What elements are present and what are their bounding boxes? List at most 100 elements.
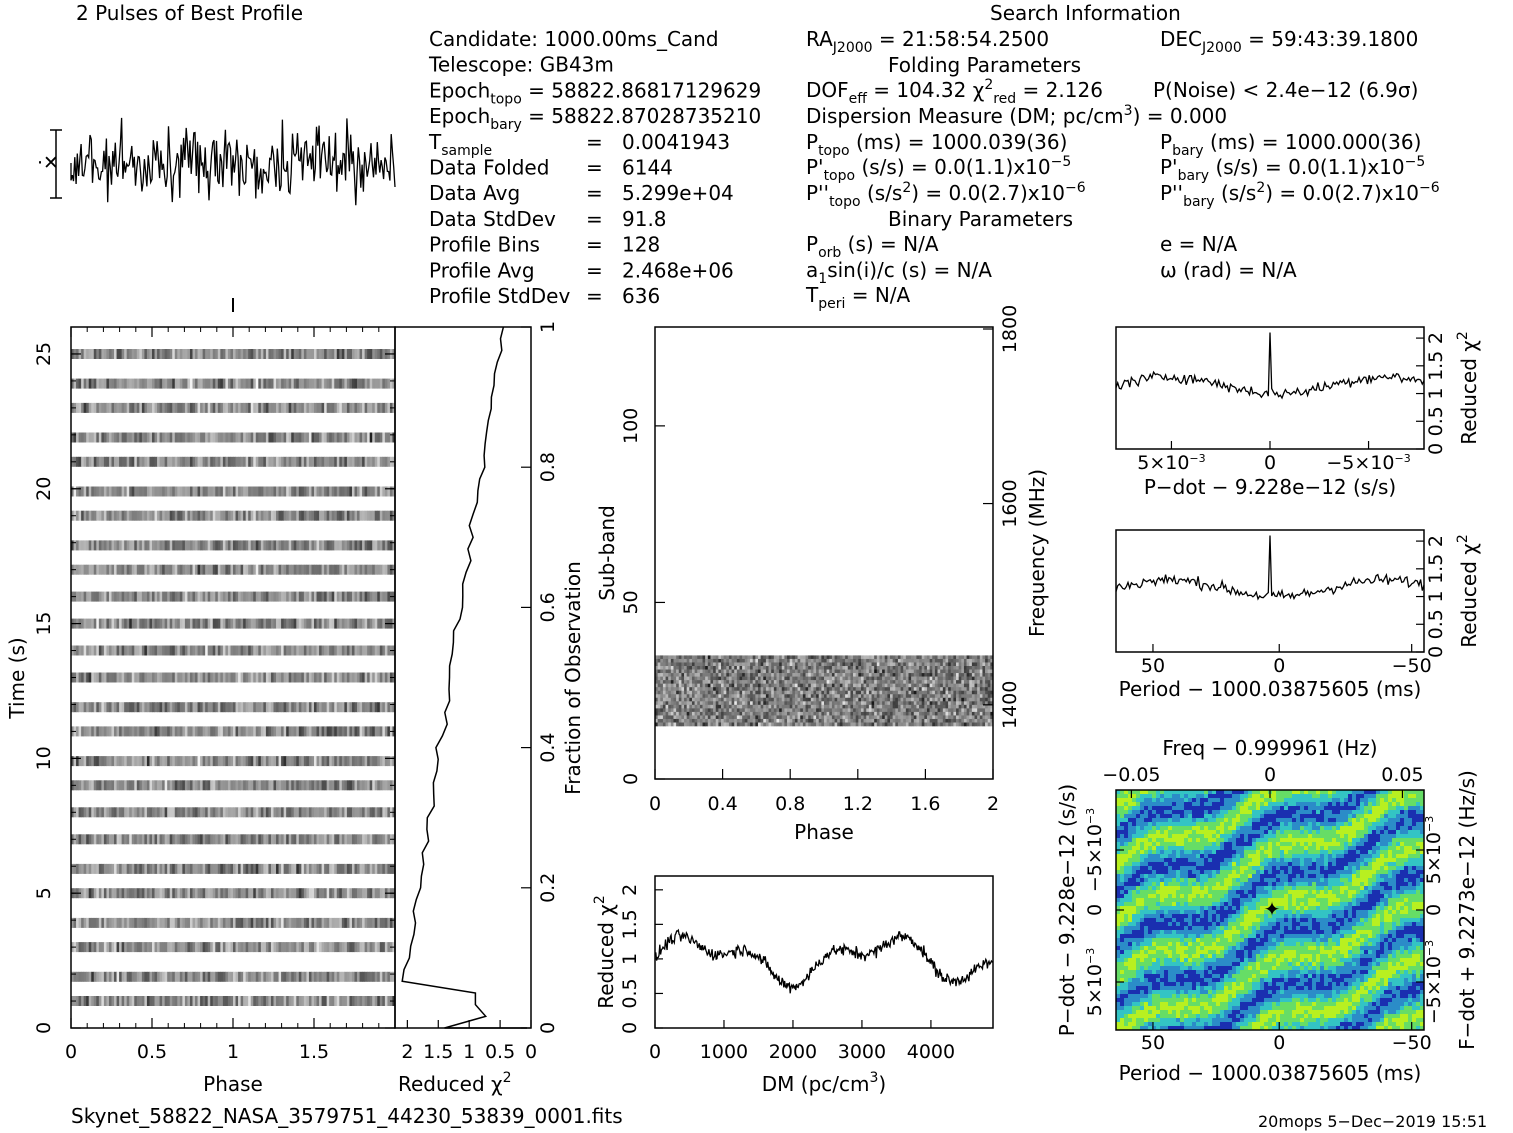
time-cell — [177, 540, 181, 551]
time-cell — [164, 672, 168, 683]
subband-cell — [871, 658, 875, 663]
subband-cell — [747, 687, 751, 692]
time-cell — [187, 349, 191, 359]
time-cell — [149, 863, 153, 874]
time-cell — [283, 917, 287, 928]
time-cell — [326, 780, 330, 791]
time-cell — [202, 834, 206, 845]
subband-cell — [723, 669, 727, 674]
time-cell — [116, 402, 120, 413]
time-cell — [243, 349, 247, 359]
time-cell — [291, 863, 295, 874]
subband-cell — [660, 697, 664, 702]
time-cell — [329, 432, 333, 443]
subband-cell — [699, 694, 703, 699]
subband-cell — [953, 683, 957, 688]
time-cell — [306, 510, 310, 521]
time-cell — [195, 486, 198, 497]
time-cell — [250, 672, 254, 683]
subband-cell — [757, 673, 761, 677]
time-cell — [134, 378, 138, 389]
time-cell — [189, 917, 193, 928]
time-cell — [357, 456, 360, 467]
time-cell — [258, 726, 262, 737]
subband-cell — [781, 655, 785, 660]
time-cell — [311, 540, 315, 551]
subband-cell — [924, 655, 928, 660]
time-band — [71, 756, 396, 767]
time-cell — [106, 726, 110, 737]
time-cell — [184, 378, 188, 389]
time-cell — [283, 888, 287, 899]
subband-cell — [932, 697, 936, 702]
time-cell — [124, 942, 128, 953]
time-cell — [144, 672, 148, 683]
time-cell — [387, 702, 391, 713]
subband-cell — [705, 694, 709, 699]
time-cell — [131, 510, 135, 521]
subband-cell — [744, 697, 748, 702]
subband-cell — [800, 687, 804, 692]
subband-cell — [662, 690, 666, 695]
time-cell — [212, 780, 216, 791]
time-cell — [346, 540, 350, 551]
subband-cell — [913, 669, 917, 674]
time-cell — [253, 834, 257, 845]
time-cell — [139, 432, 143, 443]
time-cell — [336, 591, 340, 602]
subband-cell — [887, 683, 891, 688]
subband-cell — [932, 687, 936, 692]
subband-cell — [895, 666, 899, 670]
time-cell — [379, 618, 383, 629]
time-cell — [379, 510, 383, 521]
phase-tick: 1 — [227, 1041, 239, 1063]
time-cell — [197, 888, 201, 899]
subband-cell — [691, 658, 695, 663]
subband-cell — [805, 676, 809, 681]
time-cell — [273, 863, 277, 874]
subband-cell — [919, 697, 922, 702]
subband-cell — [839, 666, 843, 670]
time-cell — [103, 971, 107, 982]
time-cell — [316, 591, 320, 602]
time-cell — [230, 564, 234, 575]
time-cell — [306, 618, 310, 629]
time-cell — [293, 618, 297, 629]
time-cell — [268, 834, 272, 845]
time-cell — [349, 888, 353, 899]
subband-cell — [699, 662, 703, 667]
time-cell — [164, 591, 168, 602]
time-cell — [146, 645, 150, 656]
time-cell — [278, 780, 282, 791]
subband-cell — [660, 687, 664, 692]
subband-cell — [684, 701, 687, 706]
subband-cell — [689, 701, 693, 706]
info-row: Profile StdDev — [429, 284, 570, 308]
time-cell — [184, 564, 188, 575]
subband-cell — [821, 676, 825, 681]
subband-cell — [736, 669, 740, 674]
time-cell — [336, 942, 340, 953]
time-cell — [314, 863, 317, 874]
time-cell — [162, 618, 166, 629]
subband-cell — [710, 676, 714, 681]
time-cell — [324, 726, 328, 737]
subband-cell — [911, 662, 915, 667]
time-cell — [121, 917, 125, 928]
info-row: Profile Bins — [429, 233, 540, 257]
subband-cell — [903, 662, 907, 667]
time-cell — [382, 780, 386, 791]
time-cell — [367, 888, 371, 899]
time-cell — [195, 591, 198, 602]
time-cell — [71, 917, 74, 928]
time-cell — [103, 807, 107, 818]
time-cell — [336, 432, 340, 443]
time-cell — [235, 378, 239, 389]
subband-cell — [808, 673, 812, 677]
time-cell — [248, 807, 252, 818]
time-cell — [222, 672, 226, 683]
subband-cell — [818, 687, 822, 692]
time-cell — [162, 996, 166, 1006]
subband-cell — [670, 673, 674, 677]
